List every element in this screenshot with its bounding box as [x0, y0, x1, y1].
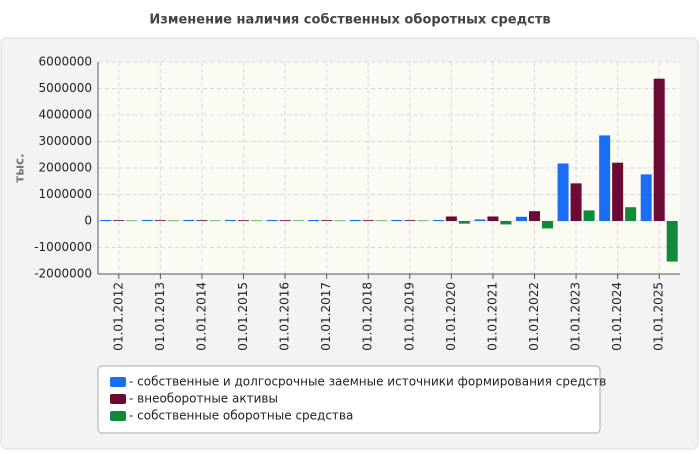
x-tick-label: 01.01.2020	[444, 282, 458, 351]
legend-label: - собственные и долгосрочные заемные ист…	[129, 375, 606, 389]
bar	[445, 216, 457, 221]
bar	[321, 220, 333, 221]
legend-swatch	[110, 377, 126, 387]
bar	[583, 210, 595, 221]
y-tick-label: 0	[84, 214, 92, 228]
bar	[666, 221, 678, 262]
x-tick-label: 01.01.2015	[236, 282, 250, 351]
bar	[292, 220, 304, 221]
x-tick-label: 01.01.2024	[610, 282, 624, 351]
bar	[126, 220, 138, 221]
bar	[500, 221, 512, 225]
y-tick-label: 1000000	[39, 187, 92, 201]
bar	[349, 219, 361, 221]
legend-swatch	[110, 394, 126, 404]
x-tick-label: 01.01.2023	[569, 282, 583, 351]
bar	[266, 219, 278, 221]
bar	[279, 220, 291, 221]
bar	[529, 211, 540, 221]
x-tick-label: 01.01.2013	[153, 282, 167, 351]
bar	[113, 220, 125, 221]
bar	[599, 135, 611, 221]
bar	[238, 220, 249, 221]
bar	[251, 220, 262, 221]
bar	[417, 220, 429, 221]
legend-label: - внеоборотные активы	[129, 392, 278, 406]
y-tick-label: -2000000	[34, 267, 92, 281]
bar	[653, 78, 665, 221]
bar	[458, 221, 470, 224]
bar	[100, 219, 112, 221]
y-tick-label: 5000000	[39, 81, 92, 95]
y-tick-label: -1000000	[34, 240, 92, 254]
bar	[375, 220, 387, 221]
y-tick-label: 3000000	[39, 134, 92, 148]
bar	[209, 220, 221, 221]
x-tick-label: 01.01.2014	[194, 282, 208, 351]
bar	[516, 216, 527, 221]
x-tick-label: 01.01.2018	[361, 282, 375, 351]
bar	[196, 220, 208, 221]
bar	[362, 220, 374, 221]
bar	[183, 219, 195, 221]
bar	[474, 219, 486, 221]
bar	[570, 183, 582, 221]
bar	[432, 219, 444, 221]
y-tick-label: 4000000	[39, 108, 92, 122]
bar	[334, 220, 346, 221]
bar	[640, 174, 652, 221]
x-tick-label: 01.01.2025	[652, 282, 666, 351]
x-tick-label: 01.01.2019	[402, 282, 416, 351]
bar	[167, 220, 179, 221]
bar	[141, 219, 153, 221]
bar	[625, 207, 637, 221]
bar	[391, 219, 403, 221]
bar	[308, 219, 320, 221]
y-tick-label: 6000000	[39, 55, 92, 69]
bar	[557, 163, 569, 221]
chart-title: Изменение наличия собственных оборотных …	[149, 13, 550, 28]
y-tick-label: 2000000	[39, 161, 92, 175]
legend-label: - собственные оборотные средства	[129, 409, 353, 423]
bar	[404, 220, 416, 221]
legend-swatch	[110, 411, 126, 421]
x-tick-label: 01.01.2017	[319, 282, 333, 351]
x-tick-label: 01.01.2021	[485, 282, 499, 351]
x-tick-label: 01.01.2012	[111, 282, 125, 351]
x-tick-label: 01.01.2016	[278, 282, 292, 351]
y-axis-label: тыс.	[13, 153, 27, 182]
bar	[612, 162, 624, 221]
bar	[542, 221, 553, 229]
bar	[154, 220, 166, 221]
x-tick-label: 01.01.2022	[527, 282, 541, 351]
legend	[97, 365, 601, 434]
bar	[487, 216, 499, 221]
bar	[225, 219, 236, 221]
